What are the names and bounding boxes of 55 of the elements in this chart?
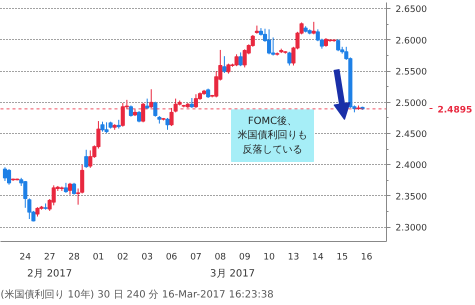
x-tick-label: 03 [141, 252, 153, 262]
candlestick [242, 48, 247, 68]
candlestick [336, 38, 340, 52]
y-tick-label: 2.5500 [396, 68, 428, 78]
candlestick [23, 180, 28, 208]
y-tick-label: 2.4500 [396, 130, 428, 140]
candlestick [100, 121, 105, 132]
x-tick-label: 02 [117, 252, 129, 262]
y-tick-label: 2.4000 [396, 161, 428, 172]
x-tick-label: 01 [92, 252, 104, 262]
x-tick-label: 16 [360, 252, 373, 262]
text: 2月 2017 [27, 268, 72, 280]
x-tick-label: 28 [68, 252, 80, 262]
text: 3月 2017 [210, 268, 256, 280]
y-tick-label: 2.5000 [396, 98, 428, 109]
candlestick [267, 28, 272, 55]
candlestick [226, 63, 230, 74]
y-tick-label: 2.6500 [396, 5, 428, 16]
candlestick [27, 198, 32, 220]
candlestick [104, 122, 109, 134]
ref-line-label: 2.4895 [438, 105, 472, 116]
candlestick [190, 97, 194, 108]
x-tick-label: 10 [263, 252, 276, 262]
x-tick-label: 24 [20, 252, 32, 262]
candlestick [153, 101, 158, 118]
candlestick [128, 104, 133, 118]
candlestick [72, 182, 76, 196]
candlestick [68, 182, 72, 196]
candlestick [137, 110, 142, 123]
x-tick-label: 14 [312, 252, 324, 262]
x-tick-label: 07 [190, 252, 202, 262]
candlestick [2, 166, 8, 182]
candlestick [88, 150, 92, 168]
candlestick [312, 21, 316, 35]
x-tick-label: 27 [44, 252, 56, 262]
x-tick-label: 08 [214, 252, 226, 262]
y-tick-label: 2.3500 [396, 192, 428, 202]
x-tick-label: 09 [238, 252, 251, 262]
candlestick [234, 54, 239, 67]
candlestick [84, 149, 88, 168]
annotation: FOMC後、米国債利回りも反落している [238, 114, 308, 156]
text: (米国債利回り 10年) 30 日 240 分 16-Mar-2017 16:23:38 [0, 288, 274, 300]
x-tick-label: 06 [166, 252, 178, 262]
candlestick [64, 182, 68, 194]
candlestick [222, 56, 226, 74]
candlestick [238, 52, 243, 67]
x-tick-label: 13 [288, 252, 300, 262]
candlestick [206, 88, 210, 98]
candlestick [6, 168, 12, 186]
x-tick-label: 15 [336, 252, 348, 262]
candlestick [165, 117, 170, 130]
y-tick-label: 2.6000 [396, 36, 428, 46]
y-tick-label: 2.3000 [396, 224, 428, 234]
candlestick [35, 206, 40, 218]
candlestick [287, 51, 292, 66]
